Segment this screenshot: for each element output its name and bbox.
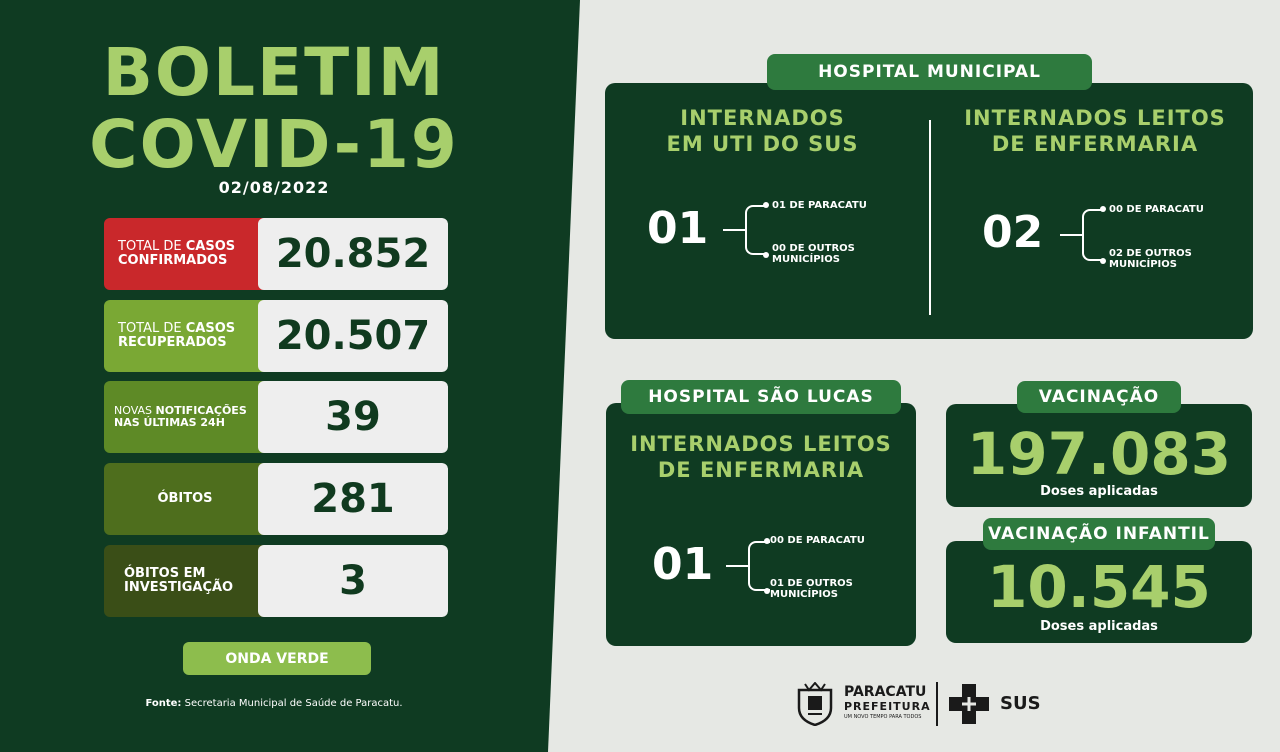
enf-local: 00 DE PARACATU <box>1109 204 1204 215</box>
title-line2: COVID-19 <box>89 106 459 183</box>
stat-confirmed: TOTAL DE CASOS CONFIRMADOS 20.852 <box>104 218 448 290</box>
child-vaccination-label: Doses aplicadas <box>1040 619 1158 634</box>
logo-separator <box>936 682 938 726</box>
left-panel: BOLETIM COVID-19 02/08/2022 TOTAL DE CAS… <box>0 0 580 752</box>
stat-label: TOTAL DE CASOS CONFIRMADOS <box>104 218 266 290</box>
stat-recovered: TOTAL DE CASOS RECUPERADOS 20.507 <box>104 300 448 372</box>
hsl-total: 01 <box>652 539 714 590</box>
brace <box>1082 209 1104 261</box>
logo-line3: UM NOVO TEMPO PARA TODOS <box>844 714 922 720</box>
logo-line2: PREFEITURA <box>844 700 931 713</box>
uti-other: 00 DE OUTROS MUNICÍPIOS <box>772 243 855 265</box>
logos: PARACATU PREFEITURA UM NOVO TEMPO PARA T… <box>790 680 1050 728</box>
uti-local: 01 DE PARACATU <box>772 200 867 211</box>
hospital-municipal-tab: HOSPITAL MUNICIPAL <box>767 54 1092 90</box>
enf-other: 02 DE OUTROS MUNICÍPIOS <box>1109 248 1192 270</box>
bulletin-date: 02/08/2022 <box>218 178 330 197</box>
stat-value: 20.852 <box>258 218 448 290</box>
enf-total: 02 <box>982 207 1044 258</box>
sus-label: SUS <box>1000 693 1041 714</box>
hsl-local: 00 DE PARACATU <box>770 535 865 546</box>
title-line1: BOLETIM <box>102 34 446 111</box>
city-crest-icon <box>797 682 833 726</box>
stat-value: 3 <box>258 545 448 617</box>
stat-label: ÓBITOS <box>104 463 266 535</box>
hospital-sao-lucas-card: INTERNADOS LEITOS DE ENFERMARIA 01 00 DE … <box>606 403 916 646</box>
hsl-other: 01 DE OUTROS MUNICÍPIOS <box>770 578 853 600</box>
stat-label: ÓBITOS EM INVESTIGAÇÃO <box>104 545 266 617</box>
logo-line1: PARACATU <box>844 684 927 700</box>
hsl-title: INTERNADOS LEITOS DE ENFERMARIA <box>630 432 892 483</box>
stat-deaths-investigation: ÓBITOS EM INVESTIGAÇÃO 3 <box>104 545 448 617</box>
hospital-sao-lucas-tab: HOSPITAL SÃO LUCAS <box>621 380 901 414</box>
brace <box>748 541 770 591</box>
vaccination-card: 197.083 Doses aplicadas <box>946 404 1252 507</box>
sus-cross-icon <box>949 684 989 724</box>
source-note: Fonte: Secretaria Municipal de Saúde de … <box>145 698 403 709</box>
divider <box>929 120 931 315</box>
child-vaccination-tab: VACINAÇÃO INFANTIL <box>983 518 1215 550</box>
uti-total: 01 <box>647 203 709 254</box>
stat-deaths: ÓBITOS 281 <box>104 463 448 535</box>
stat-label: TOTAL DE CASOS RECUPERADOS <box>104 300 266 372</box>
stat-value: 39 <box>258 381 448 453</box>
stat-new-notifications: NOVAS NOTIFICAÇÕES NAS ÚLTIMAS 24H 39 <box>104 381 448 453</box>
child-vaccination-card: 10.545 Doses aplicadas <box>946 541 1252 643</box>
vaccination-label: Doses aplicadas <box>1040 484 1158 499</box>
stat-value: 20.507 <box>258 300 448 372</box>
child-vaccination-value: 10.545 <box>987 553 1211 621</box>
vaccination-tab: VACINAÇÃO <box>1017 381 1181 413</box>
enf-title: INTERNADOS LEITOS DE ENFERMARIA <box>964 106 1226 157</box>
wave-badge: ONDA VERDE <box>183 642 371 675</box>
uti-title: INTERNADOS EM UTI DO SUS <box>666 106 859 157</box>
stat-value: 281 <box>258 463 448 535</box>
vaccination-value: 197.083 <box>966 420 1232 488</box>
stat-label: NOVAS NOTIFICAÇÕES NAS ÚLTIMAS 24H <box>104 381 266 453</box>
brace <box>745 205 767 255</box>
